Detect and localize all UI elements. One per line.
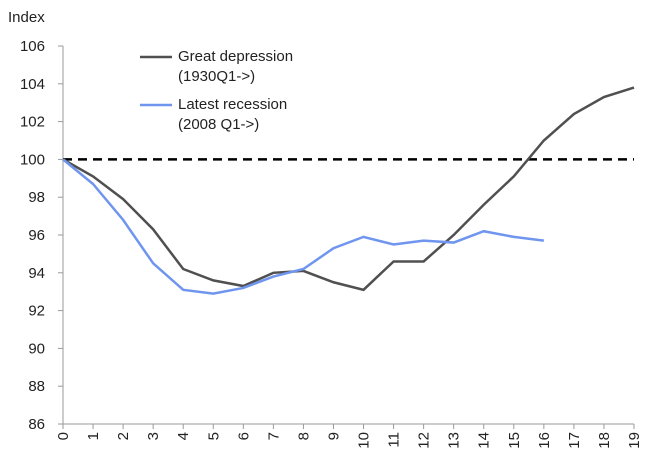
y-tick-label: 96 bbox=[28, 227, 45, 244]
x-tick-label: 19 bbox=[626, 432, 643, 449]
x-tick-label: 6 bbox=[235, 432, 252, 440]
y-tick-label: 88 bbox=[28, 378, 45, 395]
series-line bbox=[62, 158, 544, 295]
x-tick-label: 16 bbox=[536, 432, 553, 449]
x-tick-label: 12 bbox=[416, 432, 433, 449]
x-tick-label: 9 bbox=[325, 432, 342, 440]
x-tick-label: 10 bbox=[356, 432, 373, 449]
x-tick-label: 1 bbox=[85, 432, 102, 440]
y-tick-label: 92 bbox=[28, 303, 45, 320]
y-tick-label: 90 bbox=[28, 340, 45, 357]
x-tick-label: 7 bbox=[265, 432, 282, 440]
x-tick-label: 5 bbox=[205, 432, 222, 440]
x-tick-label: 11 bbox=[386, 432, 403, 448]
x-tick-label: 13 bbox=[446, 432, 463, 449]
y-tick-label: 106 bbox=[20, 38, 45, 55]
x-tick-label: 8 bbox=[295, 432, 312, 440]
y-axis-label: Index bbox=[8, 9, 45, 26]
legend-label: Great depression (1930Q1->) bbox=[178, 48, 294, 85]
y-tick-label: 94 bbox=[28, 265, 45, 282]
legend-label: Latest recession (2008 Q1->) bbox=[178, 96, 288, 133]
y-tick-label: 100 bbox=[20, 151, 45, 168]
y-tick-label: 86 bbox=[28, 416, 45, 433]
x-tick-label: 18 bbox=[596, 432, 613, 449]
y-tick-label: 102 bbox=[20, 114, 45, 131]
x-tick-label: 4 bbox=[175, 432, 192, 440]
x-tick-label: 14 bbox=[476, 432, 493, 449]
x-tick-label: 15 bbox=[506, 432, 523, 449]
x-tick-label: 0 bbox=[55, 432, 72, 440]
y-tick-label: 104 bbox=[20, 76, 45, 93]
series-line bbox=[62, 86, 635, 292]
y-tick-label: 98 bbox=[28, 189, 45, 206]
x-tick-label: 2 bbox=[115, 432, 132, 440]
x-tick-label: 3 bbox=[145, 432, 162, 440]
x-tick-label: 17 bbox=[566, 432, 583, 449]
